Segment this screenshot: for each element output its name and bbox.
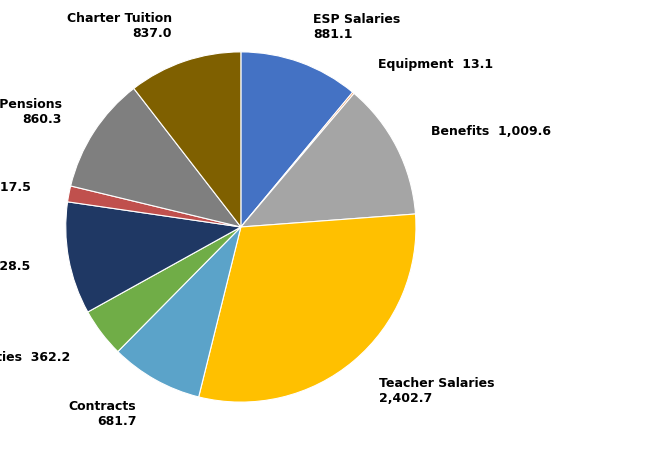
Wedge shape [88, 228, 241, 352]
Wedge shape [134, 53, 241, 228]
Text: Charter Tuition
837.0: Charter Tuition 837.0 [67, 12, 172, 40]
Wedge shape [241, 94, 415, 228]
Wedge shape [66, 202, 241, 312]
Text: Commodities  362.2: Commodities 362.2 [0, 350, 71, 363]
Wedge shape [241, 53, 353, 228]
Text: ESP Salaries
881.1: ESP Salaries 881.1 [313, 13, 400, 41]
Text: Teacher Salaries
2,402.7: Teacher Salaries 2,402.7 [379, 376, 494, 404]
Text: Benefits  1,009.6: Benefits 1,009.6 [431, 124, 551, 137]
Wedge shape [71, 89, 241, 228]
Wedge shape [241, 93, 354, 228]
Wedge shape [68, 187, 241, 228]
Text: Equipment  13.1: Equipment 13.1 [378, 58, 493, 71]
Wedge shape [199, 214, 416, 402]
Text: Teacher Pensions
860.3: Teacher Pensions 860.3 [0, 98, 62, 126]
Wedge shape [118, 228, 241, 397]
Text: Transportation  117.5: Transportation 117.5 [0, 181, 31, 194]
Text: Contracts
681.7: Contracts 681.7 [69, 399, 136, 427]
Text: Contingencies  828.5: Contingencies 828.5 [0, 259, 31, 273]
